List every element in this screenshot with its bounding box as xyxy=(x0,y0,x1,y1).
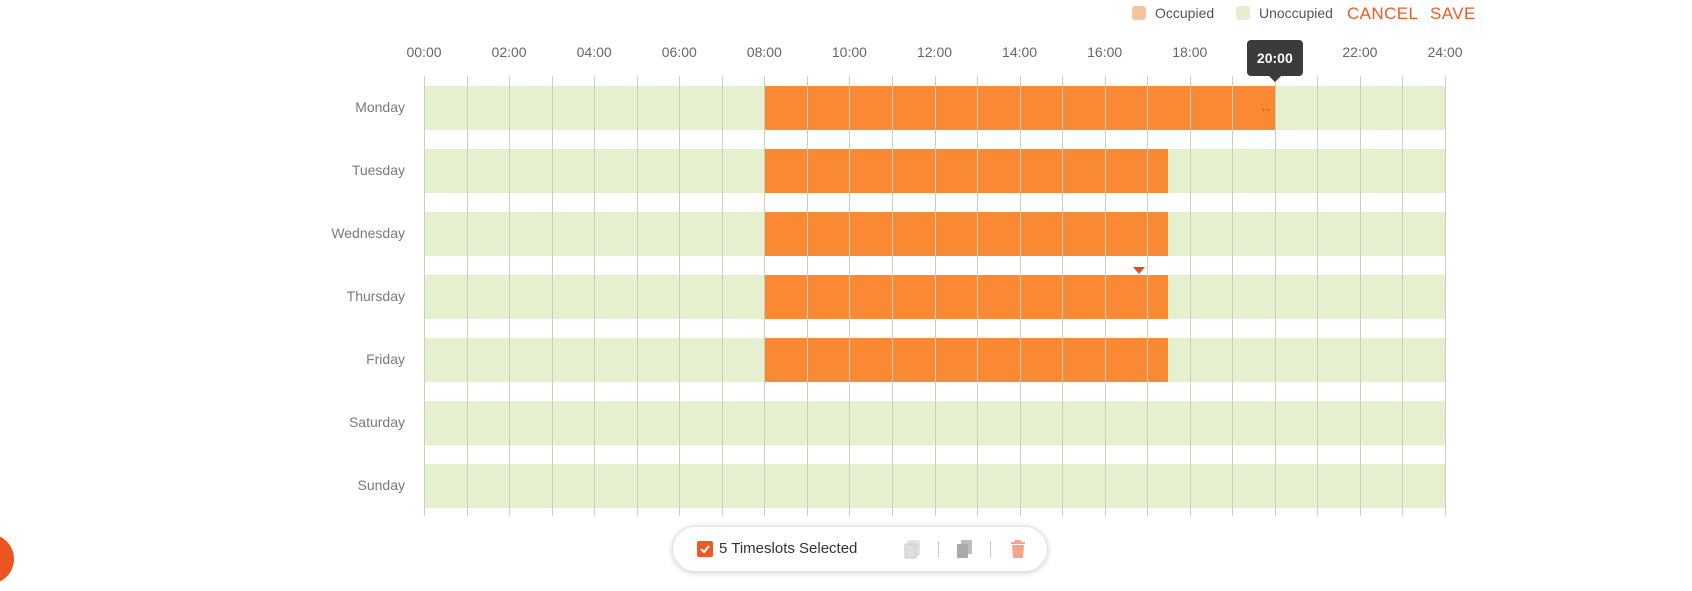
hour-label: 16:00 xyxy=(1087,44,1123,60)
gridline xyxy=(1360,76,1361,516)
gridline xyxy=(594,76,595,516)
legend-unoccupied: Unoccupied xyxy=(1236,5,1333,21)
day-label-saturday: Saturday xyxy=(348,414,405,430)
legend-occupied: Occupied xyxy=(1132,5,1214,21)
timeslot-thursday[interactable] xyxy=(764,275,1169,319)
toolbar-divider xyxy=(938,541,939,557)
gridline xyxy=(722,76,723,516)
day-label-tuesday: Tuesday xyxy=(351,162,405,178)
gridline xyxy=(1020,76,1021,516)
day-label-sunday: Sunday xyxy=(357,477,405,493)
hour-label: 08:00 xyxy=(746,44,782,60)
day-label-monday: Monday xyxy=(355,99,405,115)
hour-label: 06:00 xyxy=(661,44,697,60)
gridline xyxy=(1147,76,1148,516)
gridline xyxy=(1190,76,1191,516)
gridline xyxy=(552,76,553,516)
day-label-wednesday: Wednesday xyxy=(331,225,405,241)
gridline xyxy=(977,76,978,516)
legend-occupied-label: Occupied xyxy=(1155,5,1215,21)
hour-label: 18:00 xyxy=(1172,44,1208,60)
gridline xyxy=(1105,76,1106,516)
unoccupied-swatch xyxy=(1236,6,1250,20)
hour-label: 00:00 xyxy=(406,44,442,60)
legend-unoccupied-label: Unoccupied xyxy=(1259,5,1333,21)
gridline xyxy=(509,76,510,516)
gridline xyxy=(1317,76,1318,516)
timeslot-friday[interactable] xyxy=(764,338,1169,382)
day-label-friday: Friday xyxy=(366,351,405,367)
trash-icon[interactable] xyxy=(1007,538,1029,560)
gridline xyxy=(1062,76,1063,516)
gridline xyxy=(1402,76,1403,516)
time-tooltip: 20:00 xyxy=(1246,40,1303,82)
paste-icon[interactable] xyxy=(954,538,976,560)
hour-label: 10:00 xyxy=(831,44,867,60)
header-bar: Occupied Unoccupied CANCEL SAVE xyxy=(0,0,1692,34)
hour-label: 22:00 xyxy=(1342,44,1378,60)
selection-toolbar: 5 Timeslots Selected xyxy=(672,526,1048,572)
select-all-checkbox[interactable] xyxy=(697,541,713,557)
gridline xyxy=(424,76,425,516)
occupied-swatch xyxy=(1132,6,1146,20)
gridline xyxy=(892,76,893,516)
cancel-button[interactable]: CANCEL xyxy=(1347,4,1419,23)
gridline xyxy=(807,76,808,516)
hour-label: 04:00 xyxy=(576,44,612,60)
resize-handle-icon[interactable]: ↔ xyxy=(1259,100,1273,115)
hour-label: 24:00 xyxy=(1427,44,1463,60)
gridline xyxy=(1232,76,1233,516)
gridline xyxy=(467,76,468,516)
hour-label: 14:00 xyxy=(1002,44,1038,60)
timeslot-wednesday[interactable] xyxy=(764,212,1169,256)
checkmark-icon xyxy=(700,545,710,554)
day-label-thursday: Thursday xyxy=(346,288,405,304)
gridline xyxy=(935,76,936,516)
timeslot-tuesday[interactable] xyxy=(764,149,1169,193)
gridline xyxy=(849,76,850,516)
hour-label: 12:00 xyxy=(916,44,953,60)
gridline xyxy=(1275,76,1276,516)
selection-count-label: 5 Timeslots Selected xyxy=(719,540,858,557)
gridline xyxy=(679,76,680,516)
save-button[interactable]: SAVE xyxy=(1430,4,1476,23)
gridline xyxy=(637,76,638,516)
toolbar-divider xyxy=(990,541,991,557)
gridline xyxy=(1445,76,1446,516)
hour-label: 02:00 xyxy=(491,44,527,60)
copy-icon[interactable] xyxy=(902,538,924,560)
marker-caret-icon xyxy=(1132,267,1145,274)
gridline xyxy=(764,76,765,516)
weekly-schedule-grid: 00:00 02:00 04:00 06:00 08:00 10:00 12:00 14:00… xyxy=(0,34,1692,534)
floating-action-button[interactable] xyxy=(0,534,14,584)
